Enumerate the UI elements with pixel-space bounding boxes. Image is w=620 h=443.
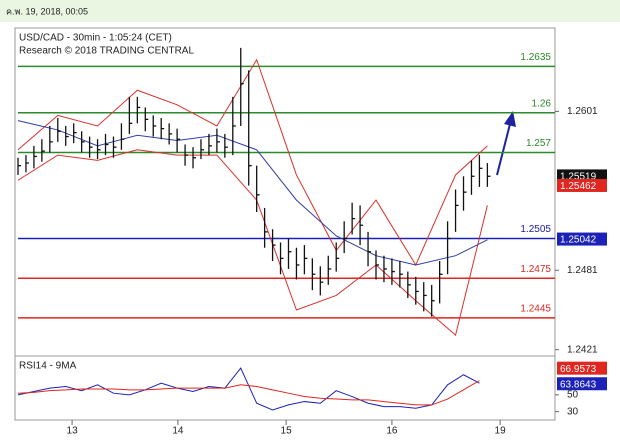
price-marker-label: 66.9573 (560, 364, 597, 375)
x-tick-label: 15 (281, 426, 293, 437)
x-tick-label: 13 (67, 426, 79, 437)
timestamp: ค.พ. 19, 2018, 00:05 (6, 6, 88, 16)
level-label: 1.26 (532, 98, 552, 109)
arrow-head (504, 111, 516, 127)
y-tick-label: 1.2421 (567, 344, 598, 355)
y-tick-label: 1.2481 (567, 265, 598, 276)
level-label: 1.2445 (520, 304, 551, 315)
price-marker-label: 1.25462 (560, 181, 597, 192)
price-marker-label: 1.25042 (560, 235, 597, 246)
x-tick-label: 16 (386, 426, 398, 437)
price-marker (557, 232, 607, 246)
y-tick-label: 1.2601 (567, 106, 598, 117)
rsi-title: RSI14 - 9MA (19, 361, 77, 372)
level-label: 1.2505 (520, 224, 551, 235)
chart-subtitle: Research © 2018 TRADING CENTRAL (19, 46, 194, 57)
x-tick-label: 19 (495, 426, 507, 437)
x-tick-label: 14 (172, 426, 184, 437)
price-marker (557, 377, 607, 391)
price-marker (557, 361, 607, 375)
level-label: 1.2635 (520, 52, 551, 63)
y-tick-label: 50 (567, 390, 579, 401)
header-bar (0, 0, 620, 22)
plot-frame (14, 27, 556, 421)
level-label: 1.257 (526, 138, 551, 149)
price-marker-label: 1.25519 (560, 172, 597, 183)
price-marker-label: 63.8643 (560, 379, 597, 390)
level-label: 1.2475 (520, 264, 551, 275)
chart-title: USD/CAD - 30min - 1:05:24 (CET) (19, 33, 172, 44)
forecast-arrow (496, 123, 511, 176)
price-marker (557, 178, 607, 192)
indicator-line (17, 380, 480, 406)
y-tick-label: 30 (567, 406, 579, 417)
